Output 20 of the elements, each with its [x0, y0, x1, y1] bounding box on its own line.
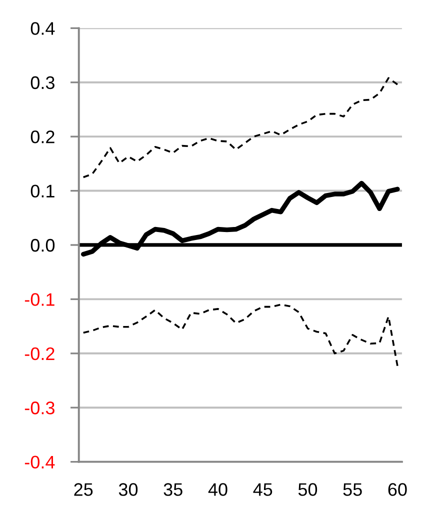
x-tick-label: 60 — [388, 483, 407, 496]
x-tick-label: 35 — [164, 483, 182, 496]
y-tick-label: -0.1 — [24, 293, 54, 306]
y-tick-label: 0.2 — [30, 130, 54, 144]
line-series — [80, 180, 400, 257]
y-tick-label: 0.3 — [30, 76, 54, 90]
y-tick-label: 0.4 — [30, 22, 55, 35]
x-tick-label: 50 — [298, 483, 318, 496]
x-tick-label: 25 — [74, 483, 93, 496]
y-tick-label: 0.0 — [30, 238, 55, 252]
x-tick-label: 55 — [343, 483, 362, 496]
x-tick-label: 45 — [253, 483, 272, 496]
line-series — [82, 304, 398, 367]
y-tick-label: -0.2 — [24, 347, 54, 360]
line-series — [82, 77, 398, 178]
y-tick-label: -0.3 — [24, 402, 54, 414]
x-tick-label: 40 — [208, 483, 228, 496]
x-tick-label: 30 — [118, 483, 138, 496]
y-tick-label: -0.4 — [24, 456, 55, 469]
y-tick-label: 0.1 — [30, 184, 54, 198]
